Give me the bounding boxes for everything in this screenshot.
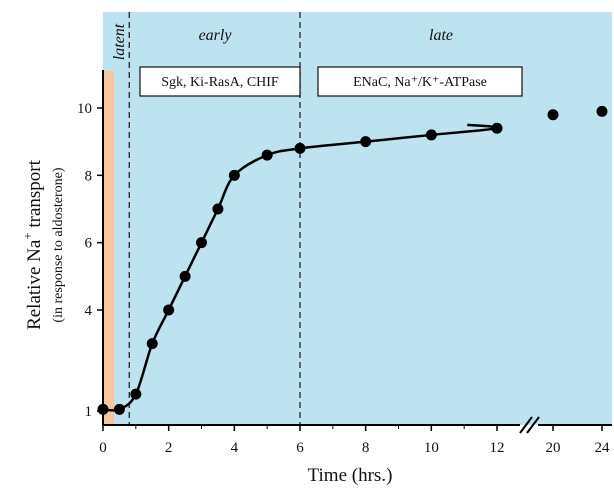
data-point <box>491 122 503 134</box>
latent-label-group: latent <box>111 23 128 60</box>
x-tick-label: 10 <box>424 440 439 456</box>
data-point <box>425 129 437 141</box>
data-point <box>212 203 224 215</box>
data-point <box>97 403 109 415</box>
x-tick-label: 12 <box>490 440 505 456</box>
y-tick-label: 10 <box>77 101 92 117</box>
data-point <box>596 105 608 117</box>
data-point <box>146 338 158 350</box>
x-tick-label: 20 <box>546 440 561 456</box>
latent-phase-bar <box>104 71 114 425</box>
x-axis-title: Time (hrs.) <box>308 465 393 486</box>
axis-break-mark <box>519 416 533 434</box>
annotation-layer: Sgk, Ki-RasA, CHIF ENaC, Na⁺/K⁺-ATPase <box>139 66 523 97</box>
data-point <box>228 169 240 181</box>
data-point <box>179 270 191 282</box>
annotation-label: Sgk, Ki-RasA, CHIF <box>161 75 279 90</box>
y-tick-label: 8 <box>85 168 93 184</box>
data-point <box>294 142 306 154</box>
x-tick-label: 24 <box>595 440 611 456</box>
x-tick-label: 4 <box>231 440 239 456</box>
data-point <box>113 403 125 415</box>
y-tick-label: 6 <box>85 236 93 252</box>
y-tick-label: 4 <box>85 303 93 319</box>
x-tick-label: 8 <box>362 440 370 456</box>
data-point <box>547 109 559 121</box>
y-axis-title-group: Relative Na+ transport <box>20 159 45 330</box>
data-point <box>130 388 142 400</box>
phase-label-early: early <box>199 27 233 44</box>
data-points-layer <box>97 105 608 415</box>
annotation-box <box>317 66 523 97</box>
axis-break-mark <box>526 416 540 434</box>
y-axis-subtitle-group: (in response to aldosterone) <box>51 167 66 322</box>
x-tick-label: 2 <box>165 440 173 456</box>
y-axis-subtitle: (in response to aldosterone) <box>51 167 66 322</box>
phase-label-late: late <box>429 27 453 44</box>
data-point <box>360 136 372 148</box>
phase-label-latent: latent <box>111 23 128 60</box>
x-tick-label: 6 <box>296 440 304 456</box>
data-point <box>196 237 207 249</box>
y-axis-title: Relative Na+ transport <box>20 159 45 330</box>
data-point <box>163 304 175 316</box>
y-tick-label: 1 <box>85 404 93 420</box>
data-point <box>261 149 273 161</box>
x-tick-label: 0 <box>99 440 107 456</box>
phase-boundary-layer <box>128 12 301 425</box>
annotation-label: ENaC, Na⁺/K⁺-ATPase <box>353 75 487 90</box>
annotation-box <box>139 66 301 97</box>
